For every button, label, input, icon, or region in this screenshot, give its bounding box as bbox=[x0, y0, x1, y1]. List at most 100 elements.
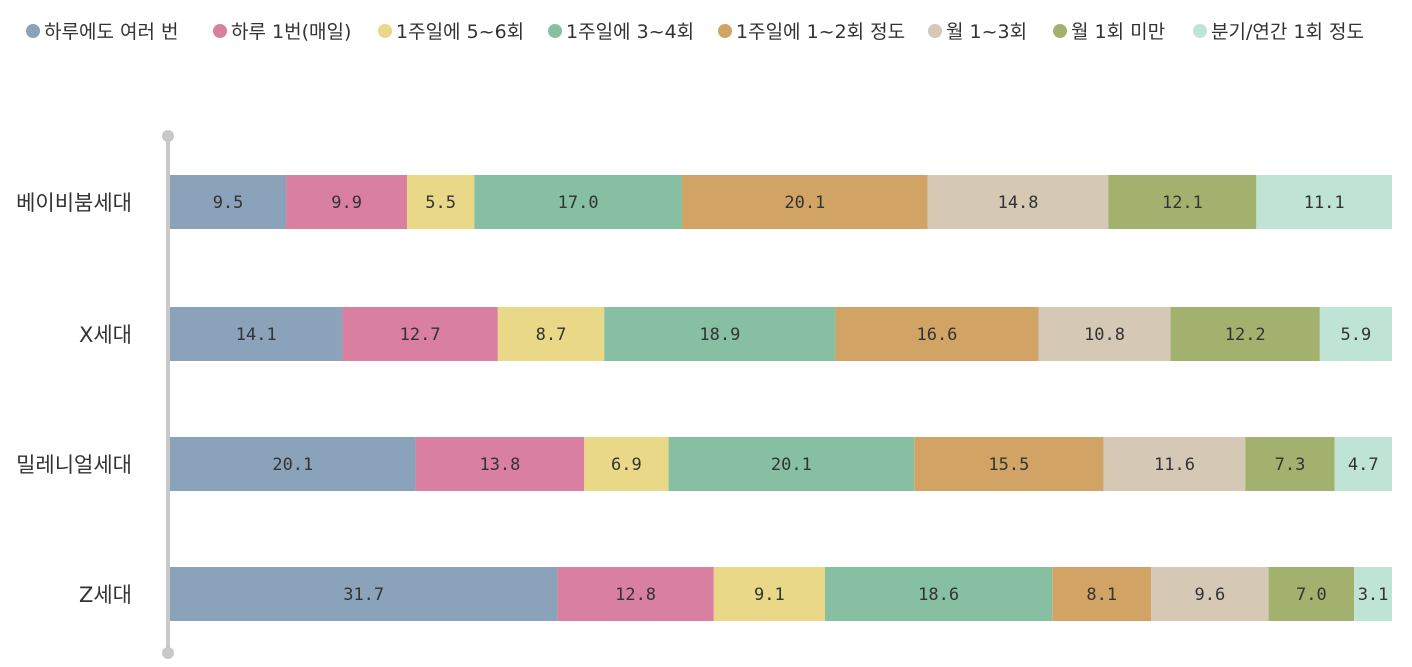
data-label: 12.1 bbox=[1162, 193, 1203, 213]
bar-segment bbox=[713, 567, 825, 621]
bar-segment bbox=[584, 437, 669, 491]
bar-segment bbox=[474, 175, 683, 229]
bar-segment bbox=[668, 437, 915, 491]
bar-segment bbox=[1170, 307, 1320, 361]
bar-segment bbox=[682, 175, 928, 229]
bar-segment bbox=[914, 437, 1104, 491]
category-label: 밀레니얼세대 bbox=[16, 453, 132, 477]
data-label: 10.8 bbox=[1084, 325, 1125, 345]
legend-label: 분기/연간 1회 정도 bbox=[1211, 21, 1364, 43]
legend-swatch bbox=[928, 24, 942, 38]
data-label: 20.1 bbox=[784, 193, 825, 213]
bar-segment bbox=[1319, 307, 1392, 361]
category-label: 베이비붐세대 bbox=[16, 191, 132, 215]
data-label: 9.5 bbox=[213, 193, 244, 213]
data-label: 9.1 bbox=[754, 585, 785, 605]
bar-segment bbox=[1334, 437, 1392, 491]
data-label: 11.6 bbox=[1154, 455, 1195, 475]
legend-item: 월 1~3회 bbox=[928, 21, 1027, 43]
data-label: 20.1 bbox=[771, 455, 812, 475]
legend: 하루에도 여러 번 하루 1번(매일) 1주일에 5~6회 1주일에 3~4회 1주일에… bbox=[26, 21, 1364, 43]
legend-swatch bbox=[1193, 24, 1207, 38]
axis-cap-top bbox=[162, 130, 174, 142]
bar-segment bbox=[170, 307, 343, 361]
data-label: 7.3 bbox=[1275, 455, 1306, 475]
data-label: 14.8 bbox=[998, 193, 1039, 213]
axis-cap-bottom bbox=[162, 647, 174, 659]
data-label: 12.2 bbox=[1225, 325, 1266, 345]
bars: 9.5 9.9 5.5 17.0 20.1 14.8 12.1 11.1 14.1 12.7 8.7… bbox=[170, 175, 1392, 621]
legend-label: 월 1회 미만 bbox=[1071, 21, 1165, 43]
bar-segment bbox=[1256, 175, 1392, 229]
data-label: 4.7 bbox=[1348, 455, 1379, 475]
legend-item: 1주일에 1~2회 정도 bbox=[718, 21, 905, 43]
bar-row: 31.7 12.8 9.1 18.6 8.1 9.6 7.0 3.1 bbox=[170, 567, 1392, 621]
legend-label: 1주일에 5~6회 bbox=[396, 21, 524, 43]
bar-segment bbox=[1103, 437, 1246, 491]
legend-item: 하루 1번(매일) bbox=[213, 21, 351, 43]
bar-segment bbox=[497, 307, 605, 361]
bar-row: 20.1 13.8 6.9 20.1 15.5 11.6 7.3 4.7 bbox=[170, 437, 1392, 491]
bar-segment bbox=[824, 567, 1053, 621]
data-label: 14.1 bbox=[236, 325, 277, 345]
data-label: 6.9 bbox=[611, 455, 642, 475]
bar-row: 14.1 12.7 8.7 18.9 16.6 10.8 12.2 5.9 bbox=[170, 307, 1392, 361]
bar-segment bbox=[1268, 567, 1355, 621]
bar-segment bbox=[415, 437, 585, 491]
data-label: 13.8 bbox=[479, 455, 520, 475]
legend-label: 하루 1번(매일) bbox=[231, 21, 351, 43]
legend-label: 월 1~3회 bbox=[946, 21, 1027, 43]
legend-item: 하루에도 여러 번 bbox=[26, 21, 178, 43]
legend-item: 월 1회 미만 bbox=[1053, 21, 1165, 43]
data-label: 5.5 bbox=[425, 193, 456, 213]
data-label: 8.7 bbox=[536, 325, 567, 345]
legend-item: 1주일에 5~6회 bbox=[378, 21, 524, 43]
legend-label: 1주일에 1~2회 정도 bbox=[736, 21, 905, 43]
legend-item: 분기/연간 1회 정도 bbox=[1193, 21, 1364, 43]
bar-segment bbox=[1038, 307, 1171, 361]
legend-swatch bbox=[1053, 24, 1067, 38]
bar-segment bbox=[557, 567, 714, 621]
data-label: 17.0 bbox=[558, 193, 599, 213]
legend-label: 하루에도 여러 번 bbox=[44, 21, 178, 43]
data-label: 15.5 bbox=[988, 455, 1029, 475]
legend-swatch bbox=[26, 24, 40, 38]
bar-segment bbox=[604, 307, 836, 361]
legend-label: 1주일에 3~4회 bbox=[566, 21, 694, 43]
bar-segment bbox=[407, 175, 475, 229]
bar-segment bbox=[1052, 567, 1152, 621]
data-label: 7.0 bbox=[1296, 585, 1327, 605]
data-label: 11.1 bbox=[1304, 193, 1345, 213]
data-label: 18.9 bbox=[699, 325, 740, 345]
bar-segment bbox=[170, 567, 558, 621]
data-label: 16.6 bbox=[916, 325, 957, 345]
data-label: 3.1 bbox=[1358, 585, 1389, 605]
bar-segment bbox=[1151, 567, 1269, 621]
legend-swatch bbox=[213, 24, 227, 38]
legend-swatch bbox=[718, 24, 732, 38]
legend-swatch bbox=[548, 24, 562, 38]
bar-segment bbox=[286, 175, 408, 229]
data-label: 9.9 bbox=[331, 193, 362, 213]
data-label: 18.6 bbox=[918, 585, 959, 605]
data-label: 12.8 bbox=[615, 585, 656, 605]
category-label: X세대 bbox=[79, 323, 132, 347]
legend-swatch bbox=[378, 24, 392, 38]
bar-segment bbox=[170, 437, 416, 491]
bar-segment bbox=[342, 307, 498, 361]
data-label: 5.9 bbox=[1341, 325, 1372, 345]
bar-segment bbox=[170, 175, 287, 229]
bar-row: 9.5 9.9 5.5 17.0 20.1 14.8 12.1 11.1 bbox=[170, 175, 1392, 229]
bar-segment bbox=[927, 175, 1109, 229]
bar-segment bbox=[1108, 175, 1257, 229]
data-label: 8.1 bbox=[1086, 585, 1117, 605]
bar-segment bbox=[1354, 567, 1392, 621]
category-label: Z세대 bbox=[79, 583, 132, 607]
data-label: 9.6 bbox=[1195, 585, 1226, 605]
data-label: 12.7 bbox=[400, 325, 441, 345]
legend-item: 1주일에 3~4회 bbox=[548, 21, 694, 43]
bar-segment bbox=[1245, 437, 1335, 491]
